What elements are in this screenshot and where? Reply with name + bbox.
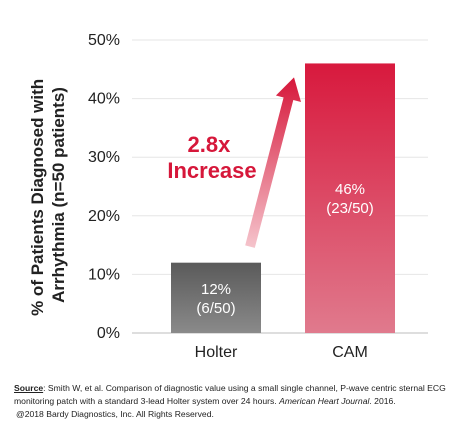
increase-callout-multiplier: 2.8x	[188, 132, 232, 157]
bar-holter	[171, 262, 261, 333]
journal-name: American Heart Journal	[279, 396, 370, 406]
x-axis-categories: Holter CAM	[195, 344, 368, 361]
y-axis-label: % of Patients Diagnosed with Arrhythmia …	[28, 74, 68, 316]
y-axis-label-line-2: Arrhythmia (n=50 patients)	[49, 87, 68, 303]
y-axis-label-line-1: % of Patients Diagnosed with	[28, 79, 47, 316]
source-label: Source	[14, 383, 44, 393]
chart: 0% 10% 20% 30% 40% 50% % of Patients Diagnose…	[28, 32, 428, 361]
y-tick-label: 20%	[88, 208, 120, 225]
increase-arrow-shape	[245, 77, 301, 248]
x-category-label: Holter	[195, 344, 238, 361]
bar-cam	[305, 63, 395, 333]
y-tick-label: 30%	[88, 149, 120, 166]
increase-callout: 2.8x Increase	[167, 132, 256, 183]
data-label-cam: 46%	[335, 181, 365, 198]
source-text: : Smith W, et al. Comparison of diagnost…	[14, 383, 446, 406]
y-tick-label: 10%	[88, 266, 120, 283]
source-footnote: Source: Smith W, et al. Comparison of di…	[14, 382, 462, 421]
y-axis-ticks: 0% 10% 20% 30% 40% 50%	[88, 32, 120, 342]
bar-data-labels: 12% (6/50) 46% (23/50)	[196, 181, 373, 317]
bars	[171, 63, 395, 333]
data-label-holter: 12%	[201, 281, 231, 298]
copyright-notice: @2018 Bardy Diagnostics, Inc. All Rights…	[16, 409, 214, 419]
increase-callout-word: Increase	[167, 158, 256, 183]
x-category-label: CAM	[332, 344, 368, 361]
data-label-holter: (6/50)	[196, 300, 235, 317]
y-tick-label: 50%	[88, 32, 120, 49]
increase-arrow	[245, 77, 301, 248]
journal-year: . 2016.	[369, 396, 396, 406]
y-tick-label: 40%	[88, 91, 120, 108]
y-tick-label: 0%	[97, 325, 120, 342]
data-label-cam: (23/50)	[326, 200, 374, 217]
